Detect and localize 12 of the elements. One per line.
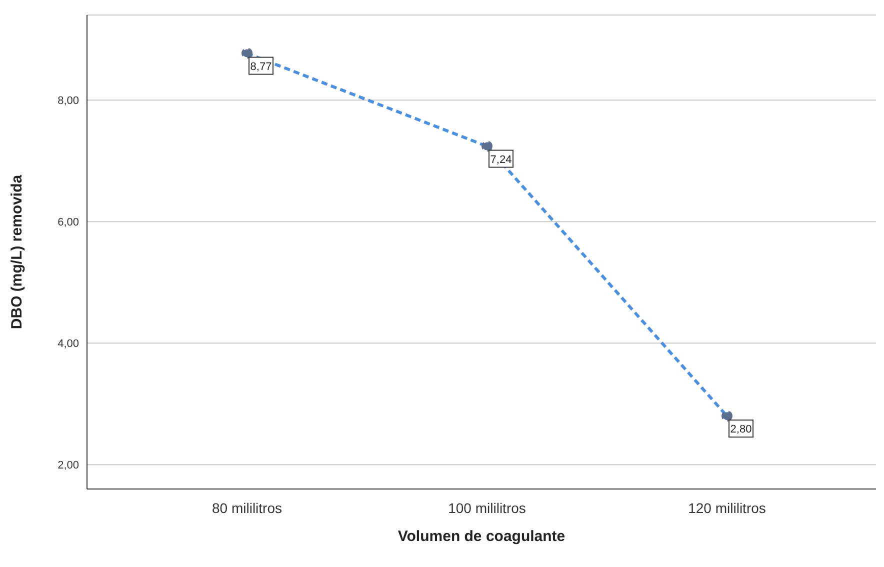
x-tick-label: 120 mililitros [688,500,766,516]
data-label: 7,24 [490,154,512,166]
y-axis-title: DBO (mg/L) removida [8,174,26,330]
y-tick-label: 6,00 [58,216,79,229]
y-tick-label: 8,00 [58,94,79,107]
data-label: 2,80 [730,424,752,436]
y-tick-label: 4,00 [58,338,79,350]
x-axis-title: Volumen de coagulante [398,528,566,545]
data-label: 8,77 [250,60,272,73]
x-tick-label: 100 mililitros [448,500,526,516]
x-tick-label: 80 mililitros [212,500,282,516]
y-tick-label: 2,00 [58,460,79,472]
